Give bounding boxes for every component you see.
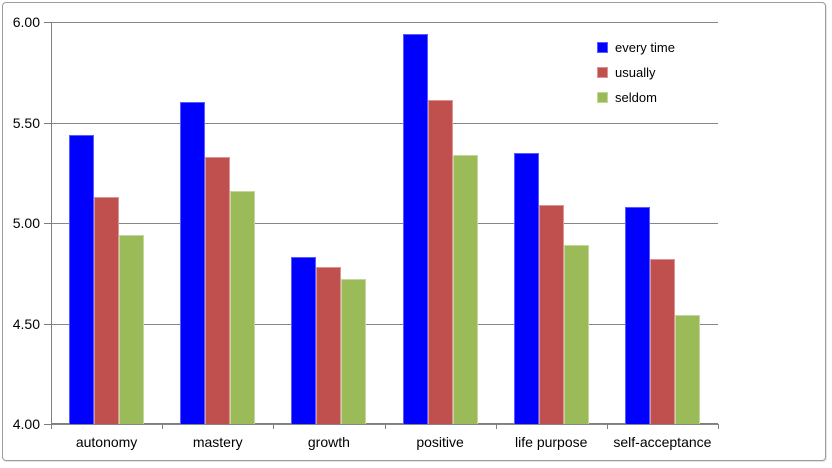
x-tick — [162, 424, 163, 429]
x-tick — [385, 424, 386, 429]
y-axis-labels: 6.00 5.50 5.00 4.50 4.00 — [0, 0, 40, 468]
y-tick — [44, 323, 51, 325]
x-axis-labels: autonomy mastery growth positive life purpos… — [51, 433, 718, 455]
category-label-mastery: mastery — [192, 434, 243, 450]
plot-area — [44, 22, 719, 429]
y-tick-label: 5.50 — [12, 114, 40, 131]
gridline-5.00 — [51, 223, 718, 224]
bar-every-time-autonomy — [69, 134, 94, 424]
legend-swatch-every-time — [597, 42, 608, 53]
legend-label-every-time: every time — [615, 40, 675, 55]
gridline-6.00 — [51, 22, 718, 23]
x-tick — [718, 424, 719, 429]
bar-usually-positive — [428, 100, 453, 424]
bar-every-time-positive — [403, 34, 428, 424]
y-tick — [44, 424, 51, 425]
legend-label-usually: usually — [615, 65, 656, 80]
legend-swatch-seldom — [597, 92, 608, 103]
legend-label-seldom: seldom — [615, 90, 657, 105]
x-tick — [607, 424, 608, 429]
x-tick — [496, 424, 497, 429]
y-tick-label: 5.00 — [12, 215, 40, 231]
bar-usually-mastery — [205, 156, 230, 424]
y-tick-label: 6.00 — [12, 14, 40, 30]
bar-every-time-self-acceptance — [625, 206, 650, 424]
legend-item-seldom: seldom — [597, 91, 675, 104]
legend: every time usually seldom — [597, 41, 675, 116]
y-tick — [44, 223, 51, 224]
gridline-4.50 — [51, 323, 718, 325]
category-label-growth: growth — [307, 434, 350, 450]
legend-item-every-time: every time — [597, 41, 675, 54]
bar-seldom-growth — [341, 279, 366, 424]
y-tick-label: 4.50 — [12, 315, 40, 332]
x-tick — [51, 424, 52, 429]
bar-seldom-autonomy — [119, 235, 144, 424]
bar-usually-life-purpose — [539, 204, 564, 424]
gridline-5.50 — [51, 122, 718, 124]
bar-seldom-self-acceptance — [675, 315, 700, 424]
bar-usually-autonomy — [94, 196, 119, 424]
y-tick-label: 4.00 — [12, 416, 40, 432]
y-tick — [44, 122, 51, 124]
category-label-self-acceptance: self-acceptance — [613, 434, 712, 450]
bar-usually-self-acceptance — [650, 259, 675, 424]
x-axis-line — [51, 423, 718, 424]
legend-item-usually: usually — [597, 66, 675, 79]
bar-every-time-mastery — [180, 102, 205, 424]
legend-swatch-usually — [597, 67, 608, 78]
bar-seldom-life-purpose — [564, 245, 589, 424]
y-tick — [44, 22, 51, 23]
bar-every-time-life-purpose — [514, 152, 539, 424]
x-tick — [273, 424, 274, 429]
bar-seldom-positive — [453, 154, 478, 424]
category-label-life-purpose: life purpose — [515, 434, 588, 450]
bar-usually-growth — [316, 267, 341, 424]
category-label-autonomy: autonomy — [75, 434, 138, 450]
bar-seldom-mastery — [230, 190, 255, 424]
bar-every-time-growth — [291, 257, 316, 424]
gridline-4.00 — [51, 424, 718, 425]
y-axis-line — [51, 22, 52, 424]
category-label-positive: positive — [416, 434, 464, 450]
